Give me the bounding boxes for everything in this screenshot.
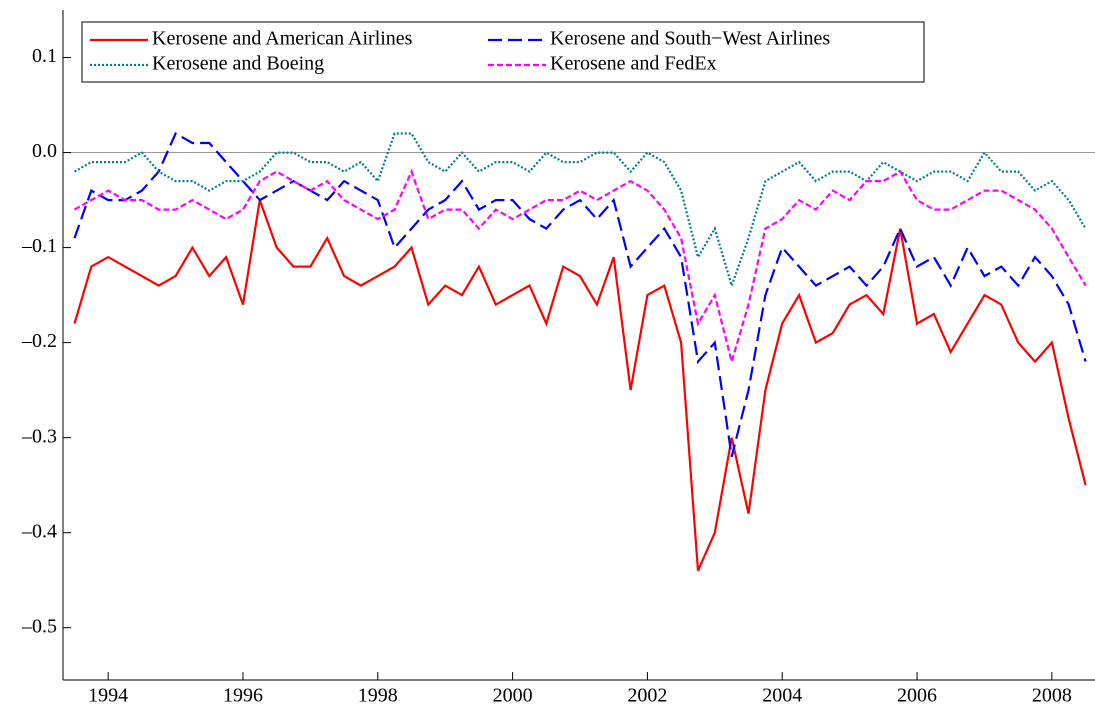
y-tick-label: –0.1 <box>21 235 57 257</box>
x-tick-label: 1998 <box>358 685 398 707</box>
x-tick-label: 2000 <box>493 685 533 707</box>
legend-box <box>81 21 925 83</box>
x-tick-label: 2004 <box>762 685 802 707</box>
x-tick-label: 2002 <box>627 685 667 707</box>
y-tick-label: –0.5 <box>21 615 57 637</box>
legend-label: Kerosene and South−West Airlines <box>550 28 830 50</box>
series-line <box>73 132 1087 290</box>
x-tick-label: 1994 <box>88 685 128 707</box>
y-tick-label: 0.1 <box>32 45 57 67</box>
y-tick-label: –0.2 <box>21 330 57 352</box>
legend-label: Kerosene and American Airlines <box>152 28 413 50</box>
x-tick-label: 2008 <box>1032 685 1072 707</box>
y-tick-label: –0.4 <box>21 520 57 542</box>
x-tick-label: 2006 <box>897 685 937 707</box>
y-tick-label: 0.0 <box>32 140 57 162</box>
series-line <box>73 199 1087 572</box>
x-tick-label: 1996 <box>223 685 263 707</box>
legend-label: Kerosene and FedEx <box>550 53 717 75</box>
y-tick-label: –0.3 <box>21 425 57 447</box>
legend-label: Kerosene and Boeing <box>152 53 324 75</box>
